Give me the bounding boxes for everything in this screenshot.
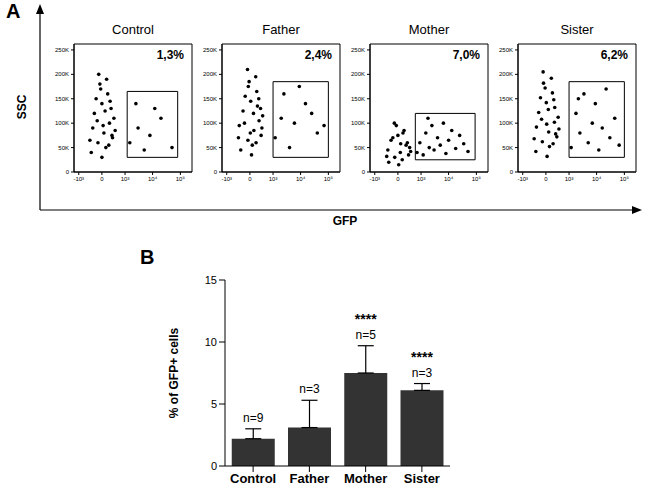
- svg-text:150K: 150K: [351, 96, 365, 102]
- svg-text:250K: 250K: [203, 47, 217, 53]
- html-text:Mother: Mother: [408, 22, 450, 37]
- svg-text:10³: 10³: [417, 176, 426, 182]
- svg-text:0: 0: [396, 176, 400, 182]
- svg-text:10³: 10³: [121, 176, 130, 182]
- html-text:SSC: SSC: [15, 94, 30, 120]
- svg-text:200K: 200K: [499, 71, 513, 77]
- svg-text:n=5: n=5: [356, 328, 377, 342]
- html-text:2,4%: 2,4%: [304, 48, 332, 62]
- svg-text:0: 0: [66, 169, 70, 175]
- html-text:Sister: Sister: [560, 22, 594, 37]
- svg-text:0: 0: [100, 176, 104, 182]
- svg-text:Sister: Sister: [404, 471, 440, 486]
- svg-text:5: 5: [211, 398, 217, 410]
- svg-text:0: 0: [544, 176, 548, 182]
- svg-text:10: 10: [205, 336, 217, 348]
- svg-text:0: 0: [510, 169, 514, 175]
- svg-text:-10³: -10³: [369, 176, 380, 182]
- svg-text:10⁴: 10⁴: [148, 176, 158, 182]
- svg-text:100K: 100K: [203, 120, 217, 126]
- svg-text:n=3: n=3: [299, 382, 320, 396]
- svg-text:% of GFP+ cells: % of GFP+ cells: [167, 327, 181, 418]
- svg-text:200K: 200K: [351, 71, 365, 77]
- svg-text:Father: Father: [290, 471, 330, 486]
- svg-text:250K: 250K: [351, 47, 365, 53]
- svg-text:10⁵: 10⁵: [472, 176, 482, 182]
- svg-text:50K: 50K: [58, 145, 69, 151]
- svg-text:250K: 250K: [499, 47, 513, 53]
- html-text:7,0%: 7,0%: [452, 48, 480, 62]
- svg-text:0: 0: [362, 169, 366, 175]
- svg-text:200K: 200K: [203, 71, 217, 77]
- svg-text:100K: 100K: [351, 120, 365, 126]
- svg-text:10⁵: 10⁵: [620, 176, 630, 182]
- svg-text:50K: 50K: [354, 145, 365, 151]
- svg-text:-10³: -10³: [73, 176, 84, 182]
- svg-text:****: ****: [355, 311, 377, 327]
- html-text:6,2%: 6,2%: [600, 48, 628, 62]
- svg-text:50K: 50K: [502, 145, 513, 151]
- svg-text:10⁵: 10⁵: [176, 176, 186, 182]
- svg-text:10³: 10³: [565, 176, 574, 182]
- html-text:A: A: [6, 0, 21, 22]
- html-text:Father: Father: [262, 22, 300, 37]
- svg-text:10⁴: 10⁴: [592, 176, 602, 182]
- svg-text:100K: 100K: [55, 120, 69, 126]
- svg-text:Control: Control: [230, 471, 276, 486]
- svg-text:200K: 200K: [55, 71, 69, 77]
- svg-text:****: ****: [411, 349, 433, 365]
- svg-text:0: 0: [211, 460, 217, 472]
- svg-text:n=3: n=3: [412, 366, 433, 380]
- svg-text:50K: 50K: [206, 145, 217, 151]
- svg-text:100K: 100K: [499, 120, 513, 126]
- svg-text:15: 15: [205, 274, 217, 286]
- svg-text:250K: 250K: [55, 47, 69, 53]
- html-text:GFP: GFP: [332, 214, 358, 228]
- html-text:B: B: [140, 246, 155, 268]
- svg-text:10⁴: 10⁴: [296, 176, 306, 182]
- svg-text:Mother: Mother: [344, 471, 387, 486]
- svg-text:-10³: -10³: [517, 176, 528, 182]
- svg-text:0: 0: [248, 176, 252, 182]
- svg-text:-10³: -10³: [221, 176, 232, 182]
- svg-text:150K: 150K: [55, 96, 69, 102]
- svg-text:10³: 10³: [269, 176, 278, 182]
- svg-text:n=9: n=9: [243, 411, 264, 425]
- svg-text:0: 0: [214, 169, 218, 175]
- html-text:1,3%: 1,3%: [156, 48, 184, 62]
- svg-text:10⁵: 10⁵: [324, 176, 334, 182]
- svg-text:150K: 150K: [203, 96, 217, 102]
- svg-text:10⁴: 10⁴: [444, 176, 454, 182]
- svg-text:150K: 150K: [499, 96, 513, 102]
- html-text:Control: Control: [112, 22, 154, 37]
